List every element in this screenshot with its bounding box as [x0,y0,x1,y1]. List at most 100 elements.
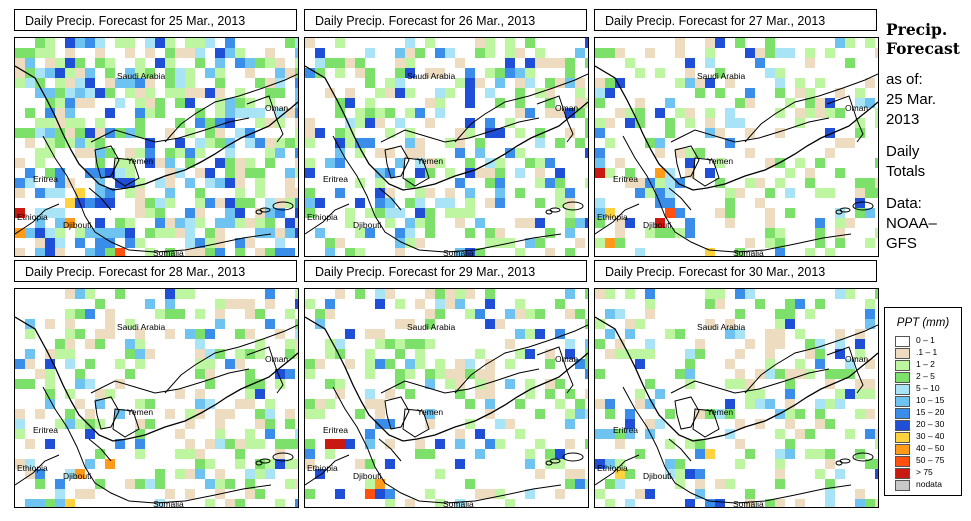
precip-cell [815,469,825,479]
precip-cell [115,218,125,228]
precip-cell [735,309,745,319]
country-label-somalia: Somalia [443,499,474,507]
precip-cell [205,128,215,138]
precip-cell [225,359,235,369]
precip-cell [335,289,345,299]
precip-cell [35,88,45,98]
precip-cell [355,138,365,148]
precip-cell [525,379,535,389]
precip-cell [285,248,295,256]
precip-cell [655,178,665,188]
precip-cell [545,88,555,98]
precip-cell [175,228,185,238]
precip-cell [595,218,605,228]
precip-cell [245,128,255,138]
precip-cell [295,289,298,299]
precip-cell [435,198,445,208]
precip-cell [295,429,298,439]
precip-cell [35,369,45,379]
legend-label: 30 – 40 [916,431,945,441]
precip-cell [75,98,85,108]
precip-cells [15,38,298,256]
precip-cell [595,198,605,208]
precip-cell [95,128,105,138]
precip-cell [235,449,245,459]
precip-cell [375,299,385,309]
forecast-map: Saudi Arabia Oman Yemen Eritrea Ethiopia Djib… [304,288,589,508]
precip-cell [265,399,275,409]
precip-cell [195,118,205,128]
precip-cell [875,228,878,238]
border-line [332,386,562,504]
precip-cell [305,359,315,369]
precip-cell [605,499,615,507]
precip-cell [665,439,675,449]
precip-cell [775,319,785,329]
precip-cell [565,208,575,218]
precip-cell [415,148,425,158]
border-line [454,324,588,394]
precip-cell [765,238,775,248]
precip-cell [185,419,195,429]
precip-cell [575,78,585,88]
precip-cell [425,489,435,499]
precip-cell [495,168,505,178]
asof-label: as of: [886,71,923,88]
precip-cell [625,168,635,178]
precip-cell [875,499,878,507]
precip-cell [785,409,795,419]
precip-cell [165,489,175,499]
precip-cell [655,168,665,178]
precip-cell [865,409,875,419]
precip-cell [845,359,855,369]
precip-cell [855,389,865,399]
precip-cell [45,379,55,389]
precip-cell [465,128,475,138]
precip-cell [185,88,195,98]
precip-cell [805,88,815,98]
precip-cell [85,38,95,48]
border-line [622,135,852,253]
precip-cell [415,208,425,218]
precip-cell [255,168,265,178]
precip-cell [415,188,425,198]
precip-cell [645,299,655,309]
precip-cell [155,469,165,479]
precip-cell [215,88,225,98]
precip-cell [95,118,105,128]
precip-cell [865,319,875,329]
precip-cell [285,459,295,469]
precip-cell [265,138,275,148]
precip-cell [365,108,375,118]
precip-cell [845,389,855,399]
precip-cells [595,38,878,256]
precip-cell [85,409,95,419]
country-label-somalia: Somalia [153,248,184,256]
precip-cell [405,319,415,329]
precip-cell [355,148,365,158]
precip-cell [165,48,175,58]
precip-cell [825,108,835,118]
precip-cells [305,289,588,507]
precip-cell [795,158,805,168]
precip-cell [405,68,415,78]
precip-cell [475,369,485,379]
precip-cell [355,198,365,208]
precip-cell [205,349,215,359]
precip-cell [855,449,865,459]
precip-cell [155,479,165,489]
precip-cell [295,48,298,58]
precip-cell [675,38,685,48]
precip-cell [195,148,205,158]
precip-cell [465,118,475,128]
precip-cell [355,118,365,128]
precip-cell [255,409,265,419]
precip-cell [585,58,588,68]
precip-cell [365,489,375,499]
precip-cell [195,238,205,248]
precip-cell [175,168,185,178]
precip-cell [105,459,115,469]
precip-cell [245,108,255,118]
precip-cell [205,68,215,78]
